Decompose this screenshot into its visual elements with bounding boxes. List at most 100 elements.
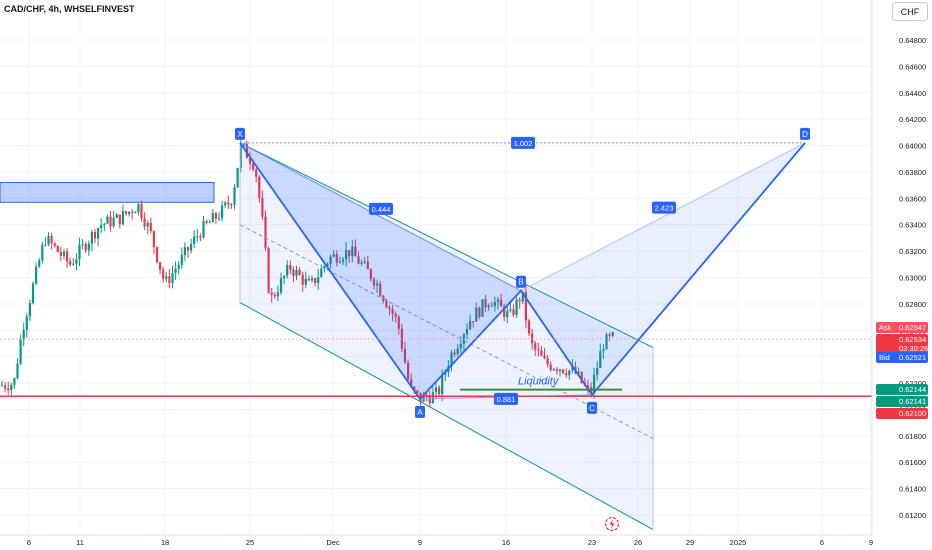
- liquidity-label: Liquidity: [518, 376, 560, 388]
- price-axis-tick: 0.63800: [899, 168, 926, 177]
- ratio-badge[interactable]: [369, 202, 393, 215]
- time-axis-tick: 25: [246, 538, 254, 547]
- candle-body: [320, 268, 323, 278]
- ask-tag-bg: [876, 322, 928, 333]
- candle-body: [128, 211, 131, 214]
- time-axis-tick: 26: [634, 538, 642, 547]
- candle-body: [376, 283, 379, 286]
- candle-body: [146, 222, 149, 227]
- candle-body: [279, 278, 283, 293]
- candle-body: [97, 228, 100, 239]
- pattern-line[interactable]: [239, 142, 806, 401]
- candle-body: [484, 299, 487, 308]
- candle-body: [403, 348, 407, 363]
- candle-body: [593, 375, 596, 394]
- pattern-point-badge[interactable]: [587, 401, 597, 414]
- price-axis-tick: 0.63400: [899, 221, 926, 230]
- candle-body: [252, 163, 255, 170]
- time-axis-tick: 23: [588, 538, 596, 547]
- candle-body: [35, 266, 38, 284]
- bid-tag-label: Bid: [879, 353, 890, 362]
- candle-body: [292, 269, 295, 276]
- candle-body: [366, 261, 369, 270]
- time-axis-tick: 11: [76, 538, 84, 547]
- tradingview-bolt-icon: [604, 516, 620, 532]
- ratio-badge[interactable]: [652, 201, 676, 214]
- candle-body: [106, 216, 109, 224]
- time-axis-tick: 6: [27, 538, 31, 547]
- candle-body: [295, 269, 298, 276]
- candle-body: [236, 167, 239, 188]
- last-price-tag-value: 0.62534: [899, 335, 926, 344]
- candle-body: [555, 369, 558, 372]
- candle-body: [149, 222, 152, 231]
- price-axis-tick: 0.61800: [899, 432, 926, 441]
- time-axis-tick: 9: [869, 538, 873, 547]
- candle-body: [224, 202, 227, 206]
- candle-body: [72, 263, 75, 265]
- pattern-xab-fill: [240, 142, 521, 399]
- channel-upper-line[interactable]: [239, 142, 654, 348]
- pattern-point-label: X: [237, 130, 243, 139]
- price-axis-tick: 0.62200: [899, 379, 926, 388]
- ratio-label: 0.881: [497, 395, 516, 404]
- candle-body: [360, 262, 363, 264]
- candle-body: [546, 358, 549, 365]
- candle-body: [329, 256, 332, 265]
- ratio-badge[interactable]: [511, 136, 535, 149]
- candle-body: [444, 372, 447, 375]
- candle-body: [506, 310, 509, 318]
- candle-body: [186, 247, 190, 251]
- candle-body: [140, 204, 143, 219]
- pattern-xb-line: [239, 142, 522, 292]
- last-price-tag-extra: 03:30:26: [899, 344, 928, 353]
- candle-body: [323, 266, 326, 269]
- candle-body: [180, 254, 183, 265]
- candle-body: [441, 374, 444, 395]
- candle-body: [611, 332, 614, 336]
- bid-tag-bg: [876, 352, 928, 363]
- candle-body: [298, 269, 301, 275]
- candle-body: [608, 334, 611, 336]
- channel-mid-line[interactable]: [239, 224, 654, 439]
- pattern-point-label: A: [417, 408, 423, 417]
- level1-tag-bg: [876, 384, 928, 395]
- ask-tag-label: Ask: [879, 323, 892, 332]
- pattern-point-badge[interactable]: [800, 127, 810, 140]
- bid-tag-value: 0.62521: [899, 353, 926, 362]
- pattern-point-label: D: [802, 130, 808, 139]
- candle-body: [13, 378, 16, 385]
- candle-body: [124, 211, 128, 214]
- level3-tag-bg: [876, 408, 928, 419]
- ratio-label: 0.444: [372, 205, 391, 214]
- candle-body: [372, 279, 376, 286]
- channel-lower-line[interactable]: [239, 302, 654, 530]
- candle-body: [205, 221, 208, 223]
- candle-body: [332, 254, 335, 257]
- candle-body: [155, 247, 159, 263]
- candle-body: [0, 385, 4, 387]
- candle-body: [7, 388, 10, 391]
- currency-button[interactable]: CHF: [892, 2, 928, 21]
- candle-body: [168, 276, 171, 284]
- candle-body: [221, 205, 224, 219]
- candle-body: [233, 187, 236, 206]
- pattern-point-badge[interactable]: [516, 275, 526, 288]
- candle-body: [283, 275, 286, 279]
- candle-body: [475, 307, 478, 322]
- pattern-point-badge[interactable]: [235, 127, 245, 140]
- candle-body: [217, 218, 221, 220]
- supply-zone[interactable]: [0, 182, 215, 203]
- ratio-badge[interactable]: [494, 392, 518, 405]
- candle-body: [459, 343, 462, 349]
- candle-body: [255, 169, 258, 177]
- candle-body: [385, 301, 388, 308]
- candle-body: [422, 394, 425, 402]
- candle-body: [434, 387, 438, 393]
- candle-body: [487, 305, 490, 308]
- candle-body: [28, 303, 31, 317]
- candle-body: [50, 236, 53, 244]
- pattern-point-badge[interactable]: [415, 405, 425, 418]
